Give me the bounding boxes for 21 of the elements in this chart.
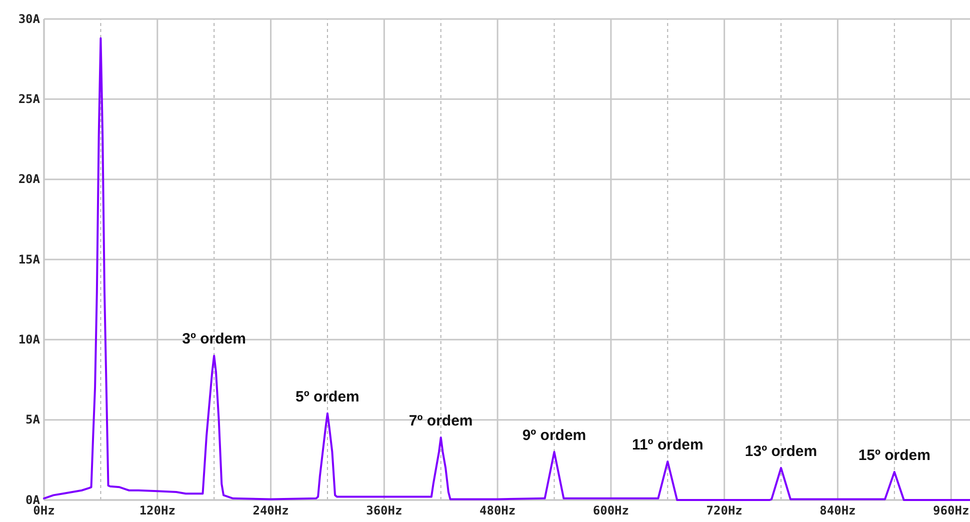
annotation: 11º ordem bbox=[632, 436, 704, 454]
x-tick-label: 960Hz bbox=[933, 504, 970, 518]
annotation: 3º ordem bbox=[182, 330, 246, 348]
x-tick-label: 120Hz bbox=[139, 504, 176, 518]
y-tick-label: 25A bbox=[18, 92, 41, 106]
y-tick-label: 15A bbox=[18, 252, 41, 266]
y-tick-label: 20A bbox=[18, 172, 41, 186]
annotation: 15º ordem bbox=[858, 446, 930, 464]
y-tick-label: 5A bbox=[26, 412, 41, 427]
x-tick-label: 600Hz bbox=[592, 504, 629, 518]
x-tick-label: 720Hz bbox=[706, 504, 742, 518]
y-tick-label: 30A bbox=[18, 12, 41, 26]
x-tick-label: 480Hz bbox=[479, 504, 516, 518]
x-tick-label: 360Hz bbox=[366, 504, 402, 518]
annotation: 13º ordem bbox=[744, 442, 818, 460]
x-tick-label: 840Hz bbox=[820, 504, 856, 518]
annotation: 7º ordem bbox=[408, 412, 473, 430]
y-tick-label: 10A bbox=[18, 332, 41, 347]
x-tick-label: 240Hz bbox=[252, 504, 289, 518]
annotation: 5º ordem bbox=[296, 388, 360, 406]
annotation: 9º ordem bbox=[522, 426, 586, 444]
